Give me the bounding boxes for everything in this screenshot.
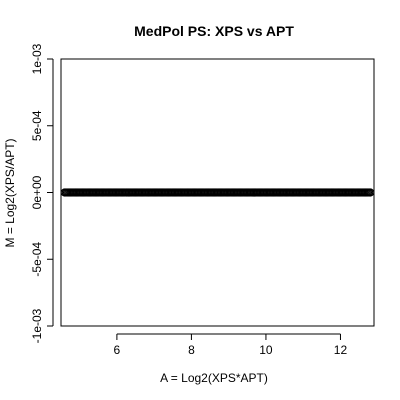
x-tick-label: 6 — [114, 343, 121, 357]
y-axis-label: M = Log2(XPS/APT) — [3, 138, 17, 247]
x-tick-label: 12 — [334, 343, 348, 357]
x-axis-label: A = Log2(XPS*APT) — [160, 371, 268, 385]
y-tick-label: -1e-03 — [30, 308, 44, 343]
x-tick-label: 10 — [259, 343, 273, 357]
y-tick-label: 1e-03 — [30, 43, 44, 74]
data-point — [366, 188, 375, 197]
y-axis: -1e-03 -5e-04 0e+00 5e-04 1e-03 — [30, 43, 54, 343]
points-group — [60, 188, 375, 197]
y-tick-label: -5e-04 — [30, 242, 44, 277]
y-tick-label: 0e+00 — [30, 175, 44, 209]
x-tick-label: 8 — [188, 343, 195, 357]
chart-title: MedPol PS: XPS vs APT — [134, 23, 294, 39]
y-tick-label: 5e-04 — [30, 110, 44, 141]
x-axis: 6 8 10 12 — [114, 333, 348, 357]
